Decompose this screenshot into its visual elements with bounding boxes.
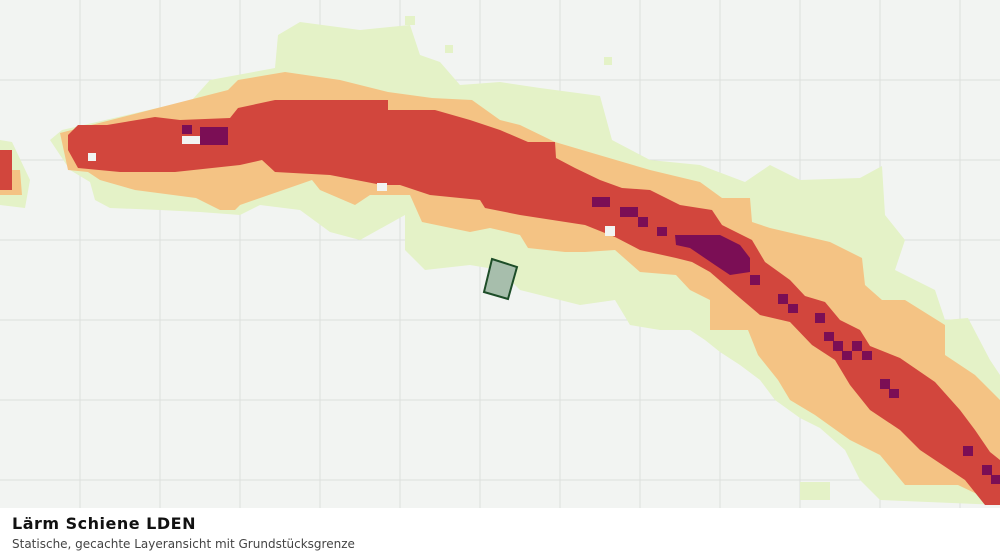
- caption: Lärm Schiene LDEN Statische, gecachte La…: [0, 508, 1000, 560]
- caption-title: Lärm Schiene LDEN: [12, 514, 196, 533]
- parcel-boundary: [482, 257, 519, 301]
- map: [0, 0, 1000, 510]
- noise-band-high: [0, 100, 1000, 505]
- caption-subtitle: Statische, gecachte Layeransicht mit Gru…: [12, 537, 355, 551]
- band-gaps: [88, 136, 615, 236]
- noise-band-peak: [182, 125, 1000, 484]
